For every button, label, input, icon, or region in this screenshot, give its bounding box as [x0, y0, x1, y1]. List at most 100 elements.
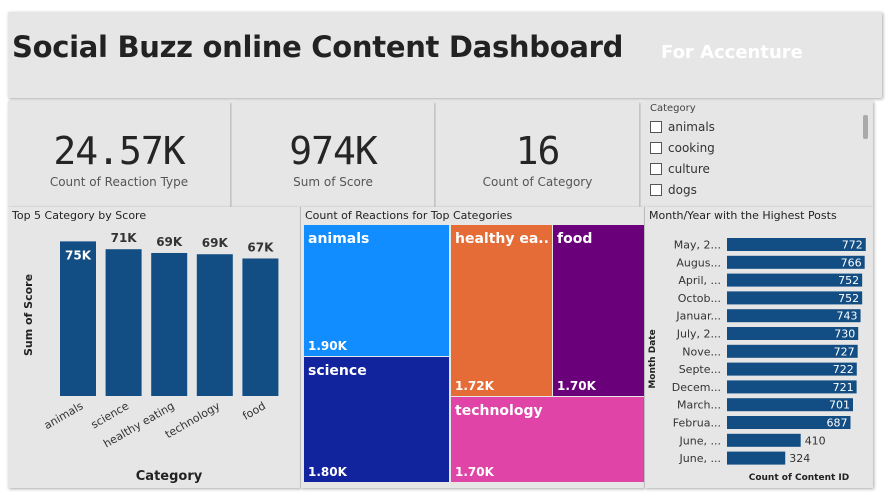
bar[interactable] [151, 252, 188, 396]
y-tick-label: June, ... [679, 434, 721, 447]
treemap-panel: Count of Reactions for Top Categories an… [301, 207, 644, 488]
y-tick-label: April, ... [678, 274, 721, 287]
kpi-value: 16 [515, 129, 561, 173]
kpi-label: Sum of Score [293, 175, 373, 189]
treemap-tile-label: animals [308, 231, 370, 247]
y-tick-label: Septe... [679, 363, 721, 376]
checkbox-icon[interactable] [650, 184, 662, 196]
data-label: 69K [202, 236, 229, 250]
data-label: 730 [834, 328, 855, 341]
data-label: 752 [838, 292, 859, 305]
monthly-posts-chart: Month/Year with the Highest Posts Month … [645, 207, 873, 488]
slicer-item-culture[interactable]: culture [650, 162, 710, 176]
treemap-tile-value: 1.70K [455, 465, 494, 479]
bar[interactable] [196, 254, 233, 396]
x-tick-label: animals [42, 399, 86, 432]
bar[interactable] [727, 380, 857, 394]
treemap-tile-label: technology [455, 403, 543, 419]
bar-chart-svg: Sum of Score Category 75Kanimals71Kscien… [22, 231, 279, 484]
y-tick-label: Nove... [682, 345, 721, 358]
treemap-tile-technology[interactable]: technology 1.70K [451, 397, 644, 482]
slicer-item-cooking[interactable]: cooking [650, 141, 715, 155]
kpi-card-score: 974K Sum of Score [232, 101, 434, 207]
treemap-tile-value: 1.80K [308, 465, 347, 479]
kpi-value: 24.57K [53, 129, 185, 173]
slicer-item-label: culture [668, 162, 710, 176]
bar[interactable] [727, 273, 863, 287]
page-title: Social Buzz online Content Dashboard [12, 30, 624, 64]
bar[interactable] [242, 258, 279, 396]
slicer-scrollbar[interactable] [863, 115, 868, 139]
data-label: 701 [829, 399, 850, 412]
x-axis-label: Count of Content ID [749, 473, 850, 483]
treemap-tile-value: 1.72K [455, 379, 494, 393]
treemap-tile-label: food [557, 231, 593, 247]
x-axis-label: Category [136, 469, 203, 484]
bar[interactable] [727, 309, 861, 323]
slicer-title: Category [650, 103, 696, 114]
x-tick-label: food [240, 399, 268, 422]
y-tick-label: July, 2... [676, 328, 721, 341]
y-axis-label: Sum of Score [22, 274, 35, 356]
treemap-tile-value: 1.90K [308, 339, 347, 353]
bar[interactable] [727, 362, 857, 376]
kpi-label: Count of Category [482, 175, 593, 189]
treemap-tile-science[interactable]: science 1.80K [304, 357, 449, 482]
bar[interactable] [727, 238, 866, 251]
treemap-tile-animals[interactable]: animals 1.90K [304, 225, 449, 356]
checkbox-icon[interactable] [650, 142, 662, 154]
y-tick-label: Decem... [672, 381, 721, 394]
slicer-item-dogs[interactable]: dogs [650, 183, 697, 197]
y-tick-label: March... [677, 399, 721, 412]
bar[interactable] [727, 416, 851, 429]
kpi-card-category: 16 Count of Category [436, 101, 639, 207]
bar[interactable] [727, 451, 786, 465]
kpi-card-reactions: 24.57K Count of Reaction Type [8, 101, 230, 207]
data-label: 324 [789, 452, 810, 465]
treemap-tile-healthy-eating[interactable]: healthy ea... 1.72K [451, 225, 552, 396]
data-label: 71K [111, 231, 138, 245]
hbar-chart-svg: Month Date Count of Content ID 772 May, 2… [648, 238, 866, 483]
chart-title: Top 5 Category by Score [12, 209, 147, 222]
data-label: 687 [826, 417, 847, 430]
category-slicer: Category animals cooking culture dogs [641, 101, 873, 207]
kpi-label: Count of Reaction Type [49, 175, 189, 189]
bar[interactable] [727, 255, 865, 269]
data-label: 743 [837, 310, 858, 323]
checkbox-icon[interactable] [650, 163, 662, 175]
y-tick-label: Februa... [673, 417, 721, 430]
checkbox-icon[interactable] [650, 121, 662, 133]
slicer-item-label: cooking [668, 141, 715, 155]
bar[interactable] [60, 241, 96, 396]
bar[interactable] [727, 344, 858, 358]
chart-title: Month/Year with the Highest Posts [649, 209, 837, 222]
data-label: 772 [842, 239, 863, 252]
bar[interactable] [727, 327, 859, 340]
kpi-value: 974K [289, 129, 378, 173]
treemap-tile-label: healthy ea... [455, 231, 550, 247]
y-tick-label: Augus... [676, 256, 721, 269]
y-tick-label: May, 2... [674, 239, 721, 252]
data-label: 766 [841, 256, 862, 269]
treemap-tile-label: science [308, 363, 367, 379]
page-subtitle: For Accenture [661, 42, 803, 63]
data-label: 752 [838, 274, 859, 287]
top-category-chart: Top 5 Category by Score Sum of Score Cat… [8, 207, 300, 488]
treemap-tile-food[interactable]: food 1.70K [553, 225, 644, 396]
data-label: 722 [833, 363, 854, 376]
bar[interactable] [727, 291, 863, 305]
treemap: animals 1.90K science 1.80K healthy ea... 1.7… [304, 225, 644, 482]
bar[interactable] [727, 398, 854, 412]
slicer-item-label: dogs [668, 183, 697, 197]
data-label: 721 [833, 381, 854, 394]
treemap-tile-value: 1.70K [557, 379, 596, 393]
chart-title: Count of Reactions for Top Categories [305, 209, 513, 222]
data-label: 69K [156, 235, 183, 249]
bar[interactable] [105, 249, 142, 396]
data-label: 75K [65, 248, 92, 262]
y-tick-label: June, ... [679, 452, 721, 465]
bar[interactable] [727, 433, 801, 447]
slicer-item-label: animals [668, 120, 715, 134]
slicer-item-animals[interactable]: animals [650, 120, 715, 134]
y-axis-label: Month Date [648, 329, 658, 388]
